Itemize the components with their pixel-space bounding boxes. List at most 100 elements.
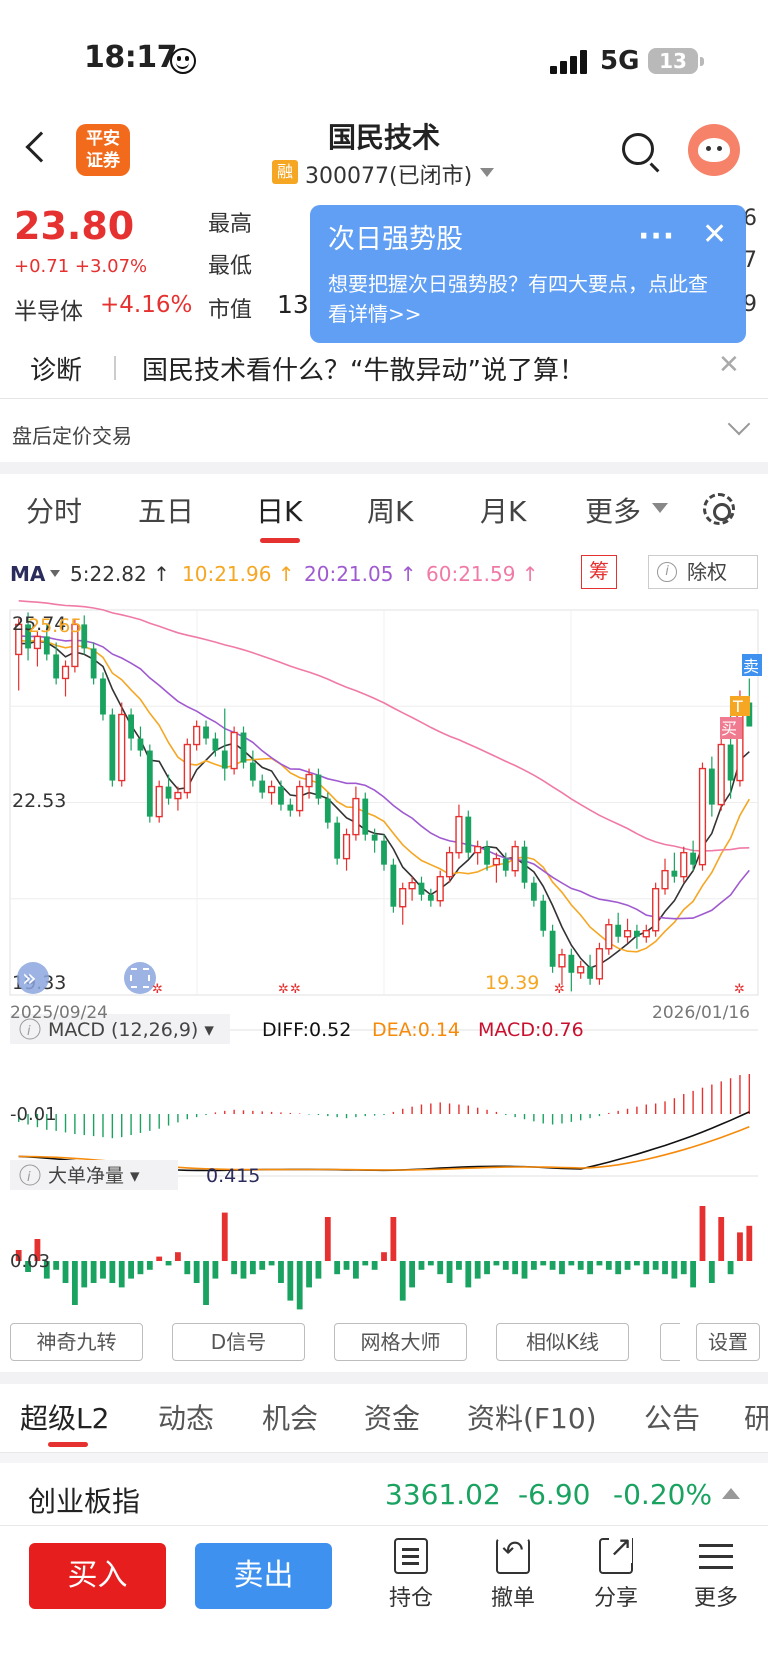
high-label: 最高: [208, 212, 253, 237]
big-order-bar: [502, 1261, 509, 1270]
tab-intraday[interactable]: 分时: [26, 495, 83, 528]
close-icon[interactable]: ✕: [702, 217, 728, 252]
candle-body: [165, 786, 172, 799]
section-gap: [0, 1453, 768, 1463]
big-order-bar: [352, 1261, 359, 1279]
tool-settings-button[interactable]: 设置: [696, 1323, 760, 1361]
big-order-bar: [128, 1261, 134, 1279]
tab-five-day[interactable]: 五日: [138, 495, 195, 528]
big-order-bar: [615, 1261, 622, 1275]
tab-opportunity[interactable]: 机会: [262, 1402, 319, 1435]
sell-button[interactable]: 卖出: [195, 1543, 332, 1609]
big-order-bar: [418, 1261, 425, 1270]
candle-body: [605, 924, 613, 950]
tab-super-l2[interactable]: 超级L2: [20, 1402, 110, 1435]
signal-icon: [550, 50, 590, 74]
section-gap: [0, 462, 768, 474]
info-i: i: [27, 1170, 31, 1185]
ma-label[interactable]: MA: [10, 562, 46, 586]
fullscreen-corners: [130, 968, 150, 988]
tab-daily-k[interactable]: 日K: [256, 495, 303, 528]
tab-news[interactable]: 动态: [158, 1402, 215, 1435]
kline-chart[interactable]: 25.7425.6522.5319.3319.392025/09/242026/…: [0, 600, 768, 1320]
diagnosis-label[interactable]: 诊断: [30, 356, 83, 386]
tab-announcement[interactable]: 公告: [644, 1402, 701, 1435]
quote-edge-value: 9: [743, 292, 757, 317]
close-icon[interactable]: ✕: [718, 350, 740, 380]
big-order-bar: [109, 1261, 116, 1283]
big-order-bar: [409, 1261, 416, 1288]
event-marker: ✲: [554, 982, 565, 997]
after-hours-trading[interactable]: 盘后定价交易: [12, 424, 132, 448]
index-name[interactable]: 创业板指: [28, 1485, 141, 1518]
big-order-bar: [184, 1261, 191, 1275]
big-order-bar: [306, 1261, 312, 1288]
big-order-axis: 0.03: [10, 1251, 50, 1272]
holdings-button[interactable]: 持仓: [375, 1538, 447, 1612]
big-order-bar: [146, 1261, 153, 1270]
market-cap-value: 13: [277, 290, 309, 319]
big-order-bar: [540, 1261, 547, 1266]
tab-research[interactable]: 研: [744, 1402, 768, 1435]
candle-body: [128, 714, 134, 739]
more-label: 更多: [693, 1586, 738, 1611]
big-order-bar: [165, 1261, 172, 1266]
tab-f10[interactable]: 资料(F10): [467, 1402, 597, 1435]
caret-down-icon[interactable]: [50, 570, 60, 577]
stock-code[interactable]: 300077(已闭市): [305, 164, 473, 189]
candle-body: [109, 714, 116, 781]
chevron-down-icon[interactable]: [727, 412, 751, 436]
search-icon[interactable]: [622, 133, 654, 165]
big-order-bar: [690, 1261, 697, 1288]
assistant-avatar-icon[interactable]: [688, 124, 740, 176]
tab-monthly-k[interactable]: 月K: [480, 495, 527, 528]
big-order-bar: [315, 1261, 322, 1279]
tool-button-partial[interactable]: [660, 1323, 680, 1361]
caret-down-icon[interactable]: [480, 168, 494, 177]
big-order-bar: [203, 1261, 209, 1305]
big-order-label: 大单净量 ▾: [48, 1165, 140, 1187]
magic-nine-button[interactable]: 神奇九转: [10, 1323, 143, 1361]
big-order-bar: [746, 1225, 753, 1261]
tab-weekly-k[interactable]: 周K: [367, 495, 414, 528]
big-order-bar: [568, 1261, 575, 1266]
candle-body: [324, 798, 331, 823]
candle-body: [278, 786, 284, 805]
buy-button[interactable]: 买入: [29, 1543, 166, 1609]
big-order-bar: [25, 1261, 31, 1272]
ex-rights-button[interactable]: i 除权: [648, 555, 758, 589]
candle-body: [221, 750, 228, 769]
gear-icon[interactable]: [703, 493, 735, 525]
more-button[interactable]: 更多: [680, 1538, 752, 1612]
undo-icon: [496, 1536, 530, 1574]
date-start: 2025/09/24: [10, 1003, 108, 1023]
big-order-bar: [381, 1252, 387, 1261]
big-order-bar: [81, 1261, 88, 1288]
popup-body[interactable]: 想要把握次日强势股？有四大要点，点此查看详情>>: [328, 272, 708, 326]
strong-stock-popup[interactable]: 次日强势股 ··· ✕ 想要把握次日强势股？有四大要点，点此查看详情>>: [310, 205, 746, 343]
big-order-bar: [100, 1261, 106, 1279]
low-label: 最低: [208, 254, 253, 279]
big-order-bar: [446, 1261, 453, 1283]
big-order-bar: [278, 1261, 284, 1283]
candle-body: [155, 785, 163, 818]
d-signal-button[interactable]: D信号: [172, 1323, 305, 1361]
similar-kline-button[interactable]: 相似K线: [496, 1323, 629, 1361]
sector-name[interactable]: 半导体: [14, 299, 83, 325]
share-button[interactable]: 分享: [580, 1530, 652, 1612]
more-dots-icon[interactable]: ···: [638, 219, 676, 254]
tab-more[interactable]: 更多: [585, 495, 642, 528]
caret-up-icon[interactable]: [722, 1488, 740, 1499]
tab-funds[interactable]: 资金: [364, 1402, 421, 1435]
candle-body: [362, 798, 369, 835]
grid-master-button[interactable]: 网格大师: [334, 1323, 467, 1361]
sell-marker: 卖: [743, 657, 759, 676]
big-order-bar: [371, 1261, 378, 1270]
candle-body: [137, 738, 144, 751]
candle-body: [511, 845, 519, 872]
chip-distribution-button[interactable]: 筹: [581, 555, 617, 589]
cancel-order-button[interactable]: 撤单: [477, 1536, 549, 1612]
popup-title: 次日强势股: [328, 224, 463, 255]
caret-down-icon[interactable]: [652, 503, 668, 513]
diagnosis-text[interactable]: 国民技术看什么？“牛散异动”说了算！: [142, 356, 585, 386]
